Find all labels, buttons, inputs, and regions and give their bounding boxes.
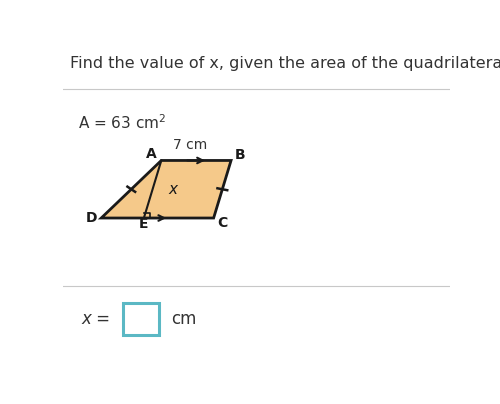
Text: E: E: [138, 217, 148, 231]
Text: x: x: [168, 181, 177, 197]
Text: D: D: [86, 211, 98, 225]
Text: A = 63 cm$^2$: A = 63 cm$^2$: [78, 114, 166, 133]
Polygon shape: [101, 160, 231, 218]
Text: B: B: [234, 148, 245, 162]
Text: cm: cm: [171, 310, 196, 328]
Text: Find the value of x, given the area of the quadrilateral.: Find the value of x, given the area of t…: [70, 56, 500, 71]
Text: 7 cm: 7 cm: [174, 138, 208, 152]
Bar: [122, 303, 160, 335]
Text: A: A: [146, 147, 156, 161]
Text: x =: x =: [82, 310, 111, 328]
Text: C: C: [218, 216, 228, 230]
